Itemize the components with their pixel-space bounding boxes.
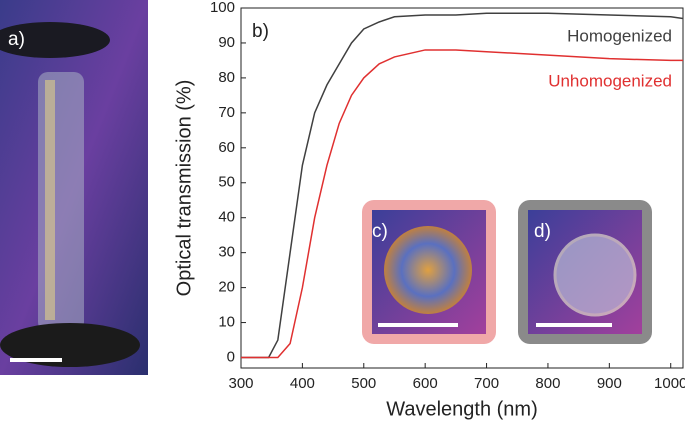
photo-c: c) <box>362 200 496 344</box>
plot-frame <box>240 7 684 369</box>
y-axis-label: Optical transmission (%) <box>173 80 195 297</box>
x-tick-label: 800 <box>535 375 560 392</box>
panel-label: d) <box>534 221 551 242</box>
x-axis-label: Wavelength (nm) <box>386 398 538 420</box>
y-tick-label: 60 <box>218 139 235 156</box>
y-tick-label: 10 <box>218 314 235 331</box>
x-tick-label: 600 <box>413 375 438 392</box>
y-tick-label: 70 <box>218 104 235 121</box>
y-tick-label: 80 <box>218 69 235 86</box>
series-line <box>241 12 684 359</box>
x-tick-label: 1000 <box>654 375 685 392</box>
series-label: Homogenized <box>567 26 672 45</box>
photo-d: d) <box>518 200 652 344</box>
x-tick-label: 400 <box>290 375 315 392</box>
y-tick-label: 30 <box>218 244 235 261</box>
y-tick-label: 20 <box>218 279 235 296</box>
y-tick-label: 40 <box>218 209 235 226</box>
x-tick-label: 900 <box>597 375 622 392</box>
y-tick-label: 50 <box>218 174 235 191</box>
y-tick-label: 100 <box>210 0 235 16</box>
panel-label: c) <box>372 221 388 242</box>
photo-a: a) <box>0 0 148 375</box>
y-tick-label: 90 <box>218 34 235 51</box>
series-label: Unhomogenized <box>548 71 672 90</box>
x-tick-label: 700 <box>474 375 499 392</box>
series-line <box>241 49 683 359</box>
panel-label: a) <box>8 29 25 50</box>
x-tick-label: 300 <box>228 375 253 392</box>
x-tick-label: 500 <box>351 375 376 392</box>
panel-label: b) <box>252 21 269 42</box>
y-tick-label: 0 <box>227 348 235 365</box>
